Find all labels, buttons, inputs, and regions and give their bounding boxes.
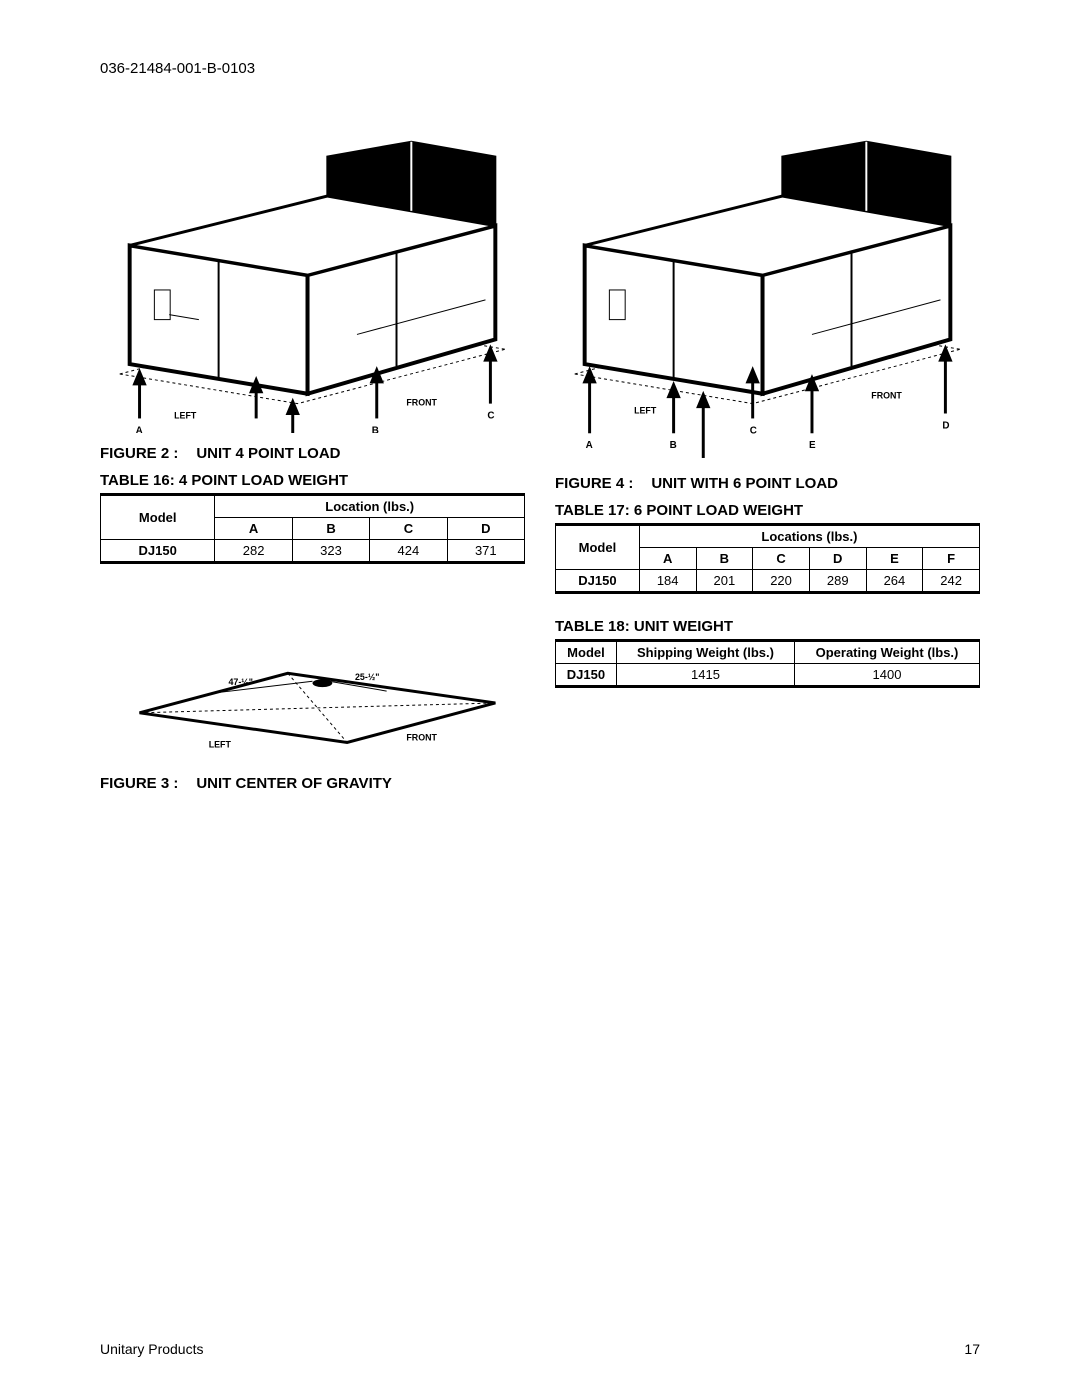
- two-column-layout: LEFT FRONT A B C D FIGURE 2 : UNIT 4 POIN…: [100, 117, 980, 798]
- figure-2-prefix: FIGURE 2 :: [100, 445, 178, 462]
- t16-col-a: A: [215, 518, 292, 540]
- t17-r0-1: 201: [696, 569, 753, 592]
- footer-page-number: 17: [964, 1341, 980, 1357]
- label-c: C: [487, 410, 494, 421]
- t18-r0-oper: 1400: [795, 663, 980, 686]
- left-column: LEFT FRONT A B C D FIGURE 2 : UNIT 4 POIN…: [100, 117, 525, 798]
- cog-svg: 47-½" 25-½" LEFT FRONT: [100, 614, 525, 762]
- f4-left: LEFT: [634, 406, 657, 416]
- f4-b: B: [670, 440, 677, 451]
- f4-d: D: [942, 420, 949, 431]
- f4-e: E: [809, 440, 816, 451]
- t17-c1: B: [696, 547, 753, 569]
- t17-c2: C: [753, 547, 810, 569]
- figure-4-text: UNIT WITH 6 POINT LOAD: [651, 475, 838, 492]
- label-front: FRONT: [406, 398, 437, 408]
- f4-c: C: [750, 425, 757, 436]
- table-18-title: TABLE 18: UNIT WEIGHT: [555, 618, 980, 635]
- figure-3-diagram: 47-½" 25-½" LEFT FRONT: [100, 614, 525, 762]
- t17-c4: E: [866, 547, 923, 569]
- table-16: Model Location (lbs.) A B C D DJ150 282 …: [100, 493, 525, 564]
- page: 036-21484-001-B-0103: [0, 0, 1080, 1397]
- t17-c3: D: [809, 547, 866, 569]
- figure-2-caption: FIGURE 2 : UNIT 4 POINT LOAD: [100, 445, 525, 462]
- t16-r0-c: 424: [370, 540, 447, 563]
- t16-r0-a: 282: [215, 540, 292, 563]
- t18-r0-ship: 1415: [616, 663, 794, 686]
- cog-dim1: 47-½": [228, 677, 252, 687]
- cog-dim2: 25-½": [355, 672, 379, 682]
- table-17: Model Locations (lbs.) A B C D E F DJ150…: [555, 523, 980, 594]
- t17-r0-2: 220: [753, 569, 810, 592]
- figure-2-diagram: LEFT FRONT A B C D: [100, 117, 525, 433]
- t17-r0-0: 184: [639, 569, 696, 592]
- page-footer: Unitary Products 17: [100, 1341, 980, 1357]
- t18-r0-model: DJ150: [556, 663, 617, 686]
- t18-h0: Model: [556, 640, 617, 663]
- unit-4point-svg: LEFT FRONT A B C D: [100, 117, 525, 433]
- f4-front: FRONT: [871, 391, 902, 401]
- figure-4-prefix: FIGURE 4 :: [555, 475, 633, 492]
- t16-r0-model: DJ150: [101, 540, 215, 563]
- t17-r0-5: 242: [923, 569, 980, 592]
- label-b: B: [372, 425, 379, 433]
- t17-r0-4: 264: [866, 569, 923, 592]
- t16-r0-d: 371: [447, 540, 524, 563]
- t17-loc-header: Locations (lbs.): [639, 524, 979, 547]
- figure-3-prefix: FIGURE 3 :: [100, 775, 178, 792]
- t18-h2: Operating Weight (lbs.): [795, 640, 980, 663]
- t16-r0-b: 323: [292, 540, 369, 563]
- figure-3-caption: FIGURE 3 : UNIT CENTER OF GRAVITY: [100, 775, 525, 792]
- cog-front: FRONT: [406, 733, 437, 743]
- t16-loc-header: Location (lbs.): [215, 495, 525, 518]
- t16-col-b: B: [292, 518, 369, 540]
- label-a: A: [136, 425, 143, 433]
- figure-4-diagram: LEFT FRONT A B C D E F: [555, 117, 980, 463]
- figure-3-text: UNIT CENTER OF GRAVITY: [196, 775, 392, 792]
- t18-h1: Shipping Weight (lbs.): [616, 640, 794, 663]
- t17-c0: A: [639, 547, 696, 569]
- t16-col-d: D: [447, 518, 524, 540]
- document-number: 036-21484-001-B-0103: [100, 60, 980, 77]
- figure-2-text: UNIT 4 POINT LOAD: [196, 445, 340, 462]
- t17-model-header: Model: [556, 524, 640, 569]
- footer-left: Unitary Products: [100, 1341, 203, 1357]
- label-left: LEFT: [174, 410, 197, 420]
- right-column: LEFT FRONT A B C D E F FIGURE 4 : UNIT WI…: [555, 117, 980, 798]
- table-16-title: TABLE 16: 4 POINT LOAD WEIGHT: [100, 472, 525, 489]
- t17-r0-3: 289: [809, 569, 866, 592]
- t17-c5: F: [923, 547, 980, 569]
- table-17-title: TABLE 17: 6 POINT LOAD WEIGHT: [555, 502, 980, 519]
- table-18: Model Shipping Weight (lbs.) Operating W…: [555, 639, 980, 688]
- unit-6point-svg: LEFT FRONT A B C D E F: [555, 117, 980, 463]
- t16-col-c: C: [370, 518, 447, 540]
- cog-left: LEFT: [209, 740, 232, 750]
- t16-model-header: Model: [101, 495, 215, 540]
- t17-r0-model: DJ150: [556, 569, 640, 592]
- figure-4-caption: FIGURE 4 : UNIT WITH 6 POINT LOAD: [555, 475, 980, 492]
- f4-a: A: [586, 440, 593, 451]
